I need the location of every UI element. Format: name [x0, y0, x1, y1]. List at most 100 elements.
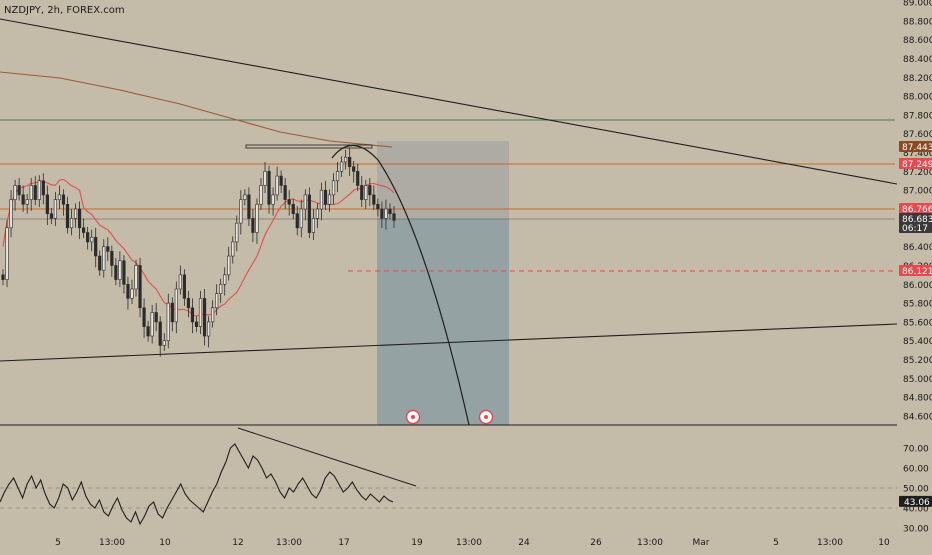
candle[interactable]	[275, 166, 279, 201]
price-tag[interactable]: 86.683	[899, 213, 932, 225]
candle[interactable]	[291, 198, 295, 220]
candle[interactable]	[267, 165, 271, 214]
candle[interactable]	[45, 185, 49, 225]
candle[interactable]	[9, 190, 13, 238]
candle[interactable]	[323, 180, 328, 210]
event-marker[interactable]	[478, 409, 494, 425]
time-axis[interactable]: 5 13:00 10 12 13:00 17 19 13:00 24 26 13:00 Mar 5 13:…	[55, 538, 890, 548]
candle[interactable]	[339, 156, 344, 178]
candle[interactable]	[259, 177, 263, 210]
candle[interactable]	[49, 208, 53, 225]
candle[interactable]	[299, 199, 303, 238]
stop-loss-zone[interactable]	[377, 141, 509, 219]
candle[interactable]	[162, 333, 166, 352]
candle[interactable]	[182, 269, 186, 306]
candle[interactable]	[331, 173, 336, 205]
candle[interactable]	[33, 176, 37, 206]
candle[interactable]	[388, 203, 392, 220]
candle[interactable]	[348, 147, 352, 177]
candles-group[interactable]	[1, 147, 396, 357]
candle[interactable]	[86, 226, 90, 250]
moving-average-brown[interactable]	[0, 71, 393, 148]
rsi-tag[interactable]: 43.06	[899, 495, 932, 508]
candle[interactable]	[372, 185, 376, 210]
candle[interactable]	[215, 284, 219, 316]
candle[interactable]	[65, 196, 70, 234]
candle[interactable]	[283, 177, 287, 209]
candle[interactable]	[287, 190, 291, 216]
candle[interactable]	[295, 206, 299, 236]
price-tag[interactable]: 87.443	[899, 141, 932, 153]
candle[interactable]	[37, 175, 41, 208]
candle[interactable]	[186, 290, 191, 318]
candle[interactable]	[77, 201, 82, 240]
candle[interactable]	[1, 269, 5, 286]
candle[interactable]	[206, 316, 211, 348]
candle[interactable]	[344, 149, 348, 170]
candle[interactable]	[335, 161, 340, 193]
candle[interactable]	[368, 177, 372, 207]
descending-trend-line[interactable]	[0, 18, 898, 185]
candle[interactable]	[227, 246, 231, 281]
candle[interactable]	[158, 316, 162, 357]
projection-curve[interactable]	[331, 144, 470, 426]
candle[interactable]	[134, 259, 138, 297]
candle[interactable]	[25, 193, 29, 214]
candle[interactable]	[94, 227, 98, 268]
price-tag[interactable]: 06:17	[899, 222, 932, 234]
candle[interactable]	[364, 179, 368, 209]
candle[interactable]	[106, 237, 110, 261]
candle[interactable]	[392, 206, 396, 228]
candle[interactable]	[311, 209, 315, 241]
event-marker[interactable]	[405, 409, 421, 425]
candle[interactable]	[174, 281, 178, 334]
candle[interactable]	[356, 163, 360, 192]
candle[interactable]	[223, 267, 227, 296]
candle[interactable]	[235, 215, 239, 252]
candle[interactable]	[82, 218, 86, 239]
candle[interactable]	[360, 176, 364, 208]
candle[interactable]	[61, 189, 66, 216]
candle[interactable]	[376, 198, 380, 217]
candle[interactable]	[202, 288, 207, 346]
candle[interactable]	[211, 300, 215, 328]
candle[interactable]	[29, 177, 33, 211]
candle[interactable]	[263, 161, 267, 194]
candle[interactable]	[150, 304, 154, 344]
candle[interactable]	[102, 239, 106, 278]
candle[interactable]	[303, 189, 307, 221]
price-tag[interactable]: 86.121	[899, 265, 932, 277]
candle[interactable]	[13, 179, 17, 211]
candle[interactable]	[90, 229, 94, 252]
candle[interactable]	[146, 320, 150, 342]
candle[interactable]	[198, 290, 203, 335]
candle[interactable]	[271, 187, 275, 216]
candle[interactable]	[243, 189, 247, 206]
candle[interactable]	[57, 185, 62, 209]
candle[interactable]	[130, 279, 134, 305]
candle[interactable]	[255, 198, 259, 244]
candle[interactable]	[138, 257, 142, 318]
candle[interactable]	[114, 257, 118, 286]
candle[interactable]	[231, 236, 235, 264]
candle[interactable]	[21, 185, 25, 212]
candle[interactable]	[219, 278, 223, 304]
candle[interactable]	[17, 177, 21, 201]
candle[interactable]	[315, 203, 320, 228]
candle[interactable]	[384, 199, 388, 230]
candle[interactable]	[118, 251, 122, 288]
candle[interactable]	[73, 203, 78, 228]
candle[interactable]	[41, 173, 45, 205]
candle[interactable]	[170, 297, 174, 332]
rsi-axis[interactable]: 70.00 60.00 50.00 40.00 30.00 43.06	[899, 445, 932, 535]
candle[interactable]	[327, 189, 332, 212]
candle[interactable]	[247, 187, 251, 226]
candle[interactable]	[69, 209, 74, 236]
candle[interactable]	[5, 220, 9, 288]
candle[interactable]	[126, 276, 130, 310]
price-axis[interactable]: 89.000 88.800 88.600 88.400 88.200 88.000 87.8…	[903, 0, 932, 423]
candle[interactable]	[178, 265, 182, 295]
candle[interactable]	[307, 187, 311, 239]
candle[interactable]	[53, 192, 58, 226]
